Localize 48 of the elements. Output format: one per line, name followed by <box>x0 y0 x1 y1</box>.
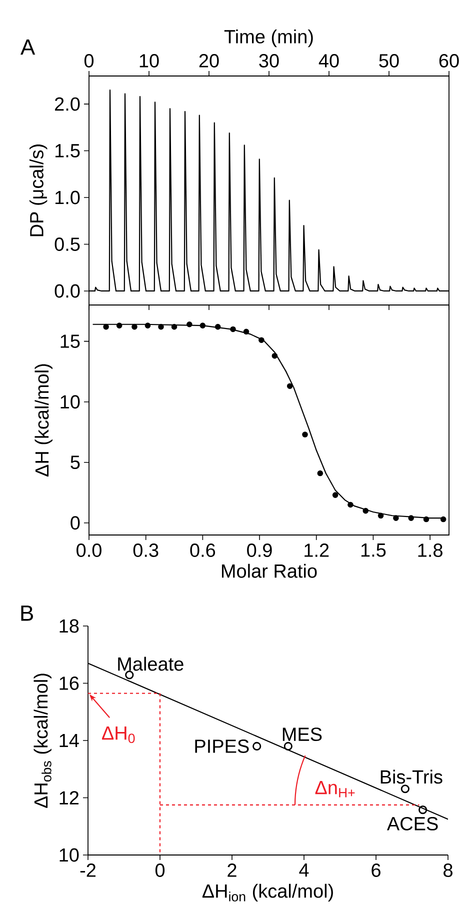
y-tick-label: 0.0 <box>54 284 80 298</box>
x-tick-label: 60 <box>439 54 459 68</box>
y-tick-label: 10 <box>60 848 79 862</box>
x-axis-title: Time (min) <box>224 29 313 48</box>
x-tick-label: 0 <box>155 864 165 877</box>
x-tick-label: 1.8 <box>418 544 442 557</box>
y-tick-label: 1.5 <box>55 144 80 158</box>
y-tick-label: 0 <box>70 516 80 530</box>
annotation: PIPES <box>195 740 249 753</box>
y-tick-label: 14 <box>60 734 79 748</box>
x-tick-label: 50 <box>379 54 399 68</box>
x-tick-label: 4 <box>299 864 309 877</box>
y-tick-label: 2.0 <box>55 97 80 111</box>
series-label: Δn$_{H+}$ <box>315 781 355 798</box>
x-tick-label: 8 <box>444 864 452 877</box>
y-tick-label: 12 <box>60 791 79 804</box>
y-tick-label: 0.5 <box>54 238 80 251</box>
y-tick-label: 15 <box>60 334 80 348</box>
x-tick-label: 20 <box>199 54 219 68</box>
annotation: Bis-Tris <box>380 770 442 784</box>
x-tick-label: 6 <box>372 864 380 877</box>
x-tick-label: 1.5 <box>361 544 386 557</box>
y-tick-label: 1.0 <box>55 190 80 204</box>
x-tick-label: 2 <box>228 864 236 877</box>
x-axis-title: Molar Ratio <box>222 564 317 578</box>
x-axis-title: ΔH$_{ion}$ (kcal/mol) <box>202 884 333 902</box>
x-tick-label: 0 <box>84 54 94 68</box>
series-label: ΔH$_{0}$ <box>102 726 135 744</box>
chart-title: B <box>21 606 33 621</box>
y-tick-label: 18 <box>60 619 79 633</box>
y-axis-title: ΔH (kcal/mol) <box>34 364 52 476</box>
x-tick-label: 30 <box>259 54 279 68</box>
x-tick-label: 0.6 <box>190 544 216 557</box>
x-tick-label: -2 <box>80 864 96 877</box>
y-axis-title: DP (μcal/s) <box>29 144 48 236</box>
y-axis-title: ΔH$_{obs}$ (kcal/mol) <box>34 674 52 808</box>
annotation: ACES <box>386 816 438 830</box>
x-tick-label: 1.2 <box>304 544 329 557</box>
x-tick-label: 10 <box>140 54 159 68</box>
annotation: Maleate <box>118 656 184 671</box>
x-tick-label: 0.3 <box>133 544 158 557</box>
chart-title: A <box>20 40 36 55</box>
y-tick-label: 10 <box>60 395 80 409</box>
x-tick-label: 40 <box>318 54 339 68</box>
annotation: MES <box>282 728 322 742</box>
x-tick-label: 0.9 <box>247 544 272 557</box>
y-tick-label: 5 <box>70 456 80 470</box>
y-tick-label: 16 <box>60 676 79 690</box>
